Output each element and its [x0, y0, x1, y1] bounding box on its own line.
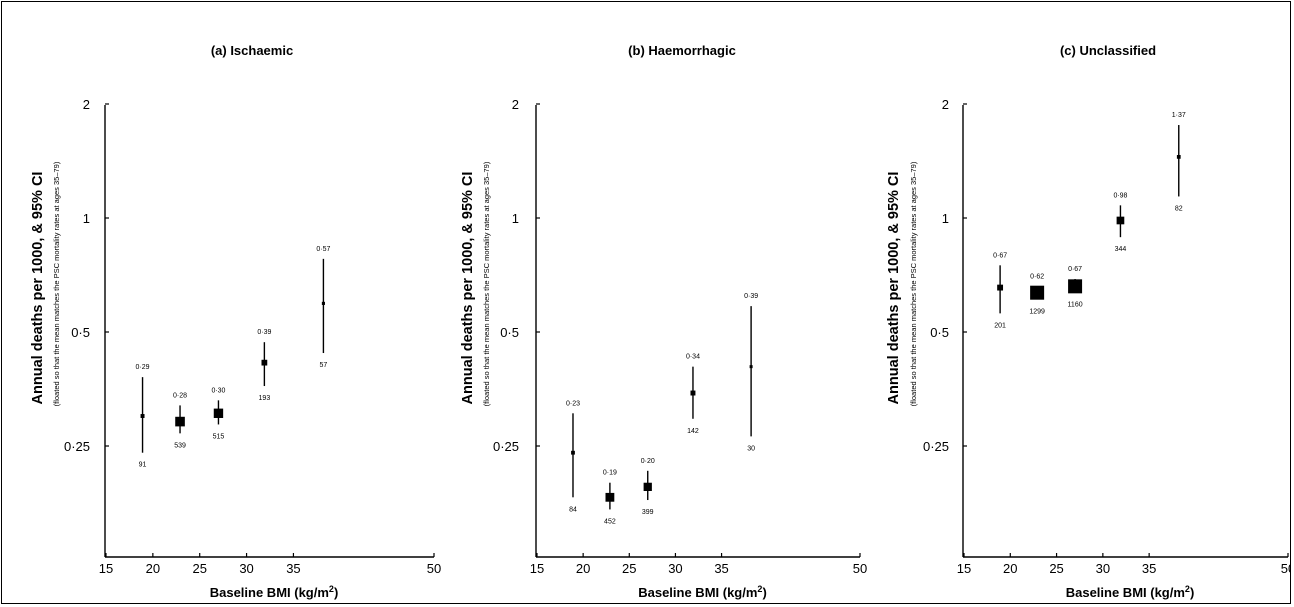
y-tick-label: 0·5: [500, 325, 519, 340]
x-tick-label: 30: [668, 561, 682, 576]
y-axis-note: (floated so that the mean matches the PS…: [909, 161, 918, 406]
data-label-count: 142: [687, 428, 699, 435]
chart-title: (b) Haemorrhagic: [628, 43, 736, 58]
data-label-count: 1160: [1068, 302, 1083, 309]
data-label-rate: 0·20: [641, 458, 655, 465]
y-axis-label: Annual deaths per 1000, & 95% CI: [886, 172, 902, 405]
data-label-rate: 0·39: [744, 293, 758, 300]
data-label-rate: 0·30: [211, 387, 225, 394]
x-tick-label: 30: [239, 561, 253, 576]
data-point-marker: [997, 284, 1004, 291]
x-tick-label: 35: [1142, 561, 1156, 576]
data-point-marker: [213, 408, 224, 418]
x-tick-label: 50: [427, 561, 441, 576]
x-tick-label: 20: [146, 561, 160, 576]
y-axis-note: (floated so that the mean matches the PS…: [52, 161, 61, 406]
data-label-count: 30: [747, 445, 755, 452]
data-point-marker: [261, 359, 268, 366]
data-label-count: 515: [213, 433, 225, 440]
data-label-rate: 0·67: [993, 252, 1007, 259]
y-tick-label: 1: [942, 211, 949, 226]
chart-panel-2: (b) Haemorrhagic 0·25 0·5 1 2 15 20 25 30 35 50 Bas…: [460, 43, 867, 600]
y-tick-label: 0·5: [71, 325, 90, 340]
x-tick-label: 25: [1049, 561, 1063, 576]
x-tick-label: 50: [853, 561, 867, 576]
x-tick-label: 35: [286, 561, 300, 576]
data-label-count: 84: [569, 506, 577, 513]
x-tick-label: 15: [530, 561, 544, 576]
x-tick-label: 25: [622, 561, 636, 576]
y-tick-label: 2: [942, 97, 949, 112]
data-point-marker: [1068, 279, 1083, 294]
data-label-rate: 0·67: [1068, 266, 1082, 273]
data-label-count: 82: [1175, 205, 1183, 212]
data-point-marker: [175, 416, 185, 427]
x-tick-label: 20: [1003, 561, 1017, 576]
data-point-marker: [690, 390, 696, 396]
x-axis-label: Baseline BMI (kg/m2): [1066, 584, 1195, 600]
chart-title: (c) Unclassified: [1060, 43, 1156, 58]
data-label-count: 399: [642, 509, 654, 516]
x-tick-label: 30: [1096, 561, 1110, 576]
y-tick-label: 2: [512, 97, 519, 112]
y-tick-label: 1: [83, 211, 90, 226]
x-axis-label: Baseline BMI (kg/m2): [638, 584, 767, 600]
y-tick-label: 0·25: [493, 439, 519, 454]
data-label-count: 1299: [1029, 308, 1045, 315]
data-point-marker: [321, 301, 325, 305]
y-axis-note: (floated so that the mean matches the PS…: [482, 161, 491, 406]
data-label-rate: 0·98: [1113, 192, 1127, 199]
y-axis-label: Annual deaths per 1000, & 95% CI: [460, 172, 476, 405]
data-point-marker: [1116, 216, 1125, 225]
data-label-rate: 0·28: [173, 392, 187, 399]
data-label-rate: 0·39: [257, 329, 271, 336]
y-tick-label: 0·5: [930, 325, 949, 340]
data-point-marker: [140, 414, 145, 418]
chart-title: (a) Ischaemic: [211, 43, 293, 58]
data-point-marker: [1030, 285, 1045, 300]
x-tick-label: 20: [576, 561, 590, 576]
data-label-rate: 0·19: [603, 470, 617, 477]
data-label-count: 91: [139, 462, 147, 469]
data-label-rate: 0·57: [316, 246, 330, 253]
x-tick-label: 15: [99, 561, 113, 576]
y-tick-label: 1: [512, 211, 519, 226]
x-tick-label: 35: [714, 561, 728, 576]
data-label-count: 193: [259, 395, 271, 402]
data-label-rate: 0·29: [136, 364, 150, 371]
data-label-count: 201: [994, 322, 1006, 329]
chart-panel-1: (a) Ischaemic 0·25 0·5 1 2 15 20 25 30 35 50 Baseli…: [30, 43, 441, 600]
y-tick-label: 2: [83, 97, 90, 112]
data-point-marker: [643, 482, 652, 491]
data-point-marker: [605, 492, 615, 502]
data-label-rate: 1·37: [1172, 112, 1186, 119]
y-tick-label: 0·25: [923, 439, 949, 454]
y-axis-label: Annual deaths per 1000, & 95% CI: [30, 172, 46, 405]
data-point-marker: [749, 365, 753, 369]
data-label-rate: 0·62: [1030, 273, 1044, 280]
y-tick-label: 0·25: [64, 439, 90, 454]
data-point-marker: [571, 450, 575, 455]
data-label-rate: 0·34: [686, 354, 700, 361]
data-label-count: 539: [174, 442, 186, 449]
x-tick-label: 15: [957, 561, 971, 576]
x-axis-label: Baseline BMI (kg/m2): [210, 584, 339, 600]
data-label-count: 57: [320, 362, 328, 369]
data-label-rate: 0·23: [566, 400, 580, 407]
data-point-marker: [1176, 155, 1181, 159]
x-tick-label: 25: [192, 561, 206, 576]
data-label-count: 344: [1115, 246, 1127, 253]
chart-panel-3: (c) Unclassified 0·25 0·5 1 2 15 20 25 30 35 50 Bas…: [886, 43, 1291, 600]
x-tick-label: 50: [1281, 561, 1291, 576]
data-label-count: 452: [604, 518, 616, 525]
